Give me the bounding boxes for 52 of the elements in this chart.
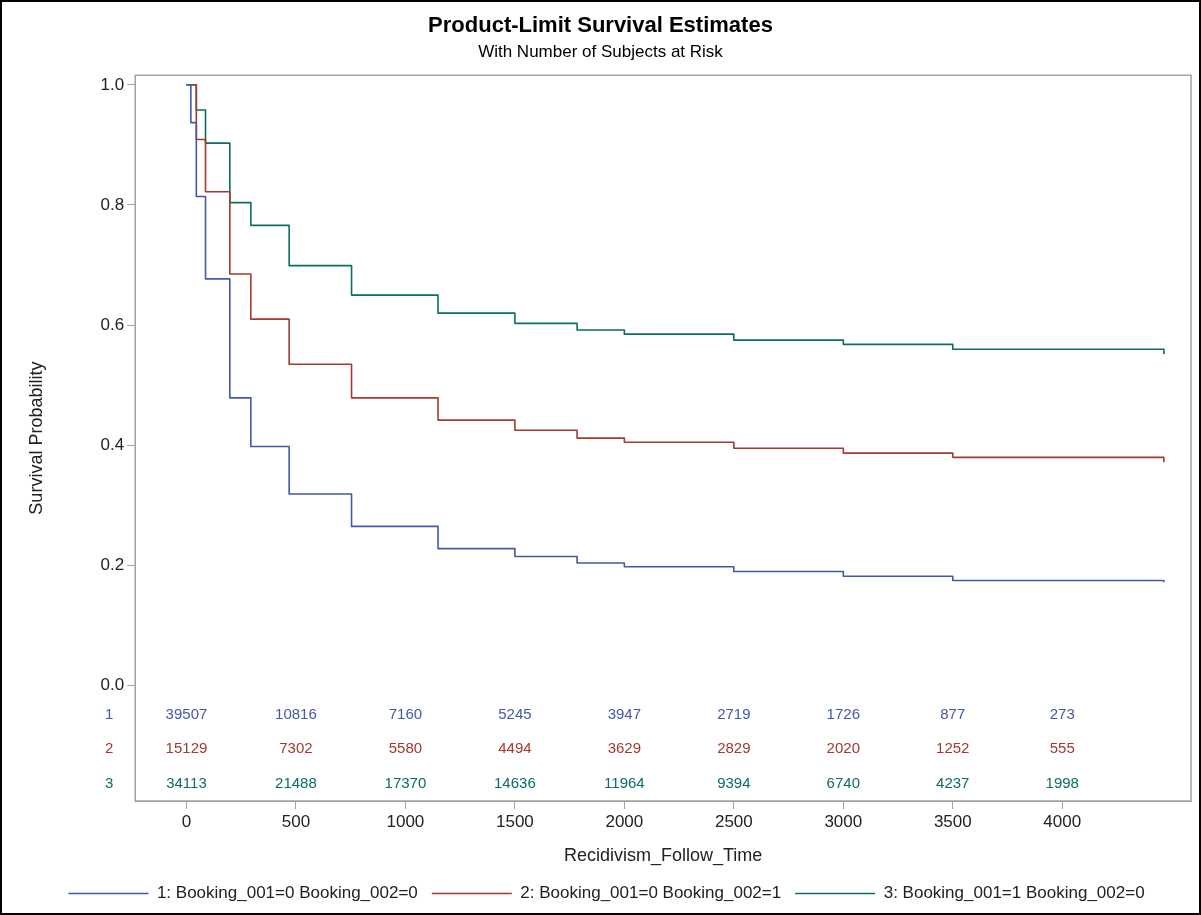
x-tick-label: 1000 <box>386 811 425 831</box>
annotation: 17370 <box>384 773 427 791</box>
text: 1 <box>105 705 114 723</box>
x-tick-label: 3000 <box>824 811 863 831</box>
text: 2 <box>105 739 114 757</box>
annotation: 1998 <box>1045 773 1079 791</box>
annotation: 10816 <box>275 705 317 723</box>
y-axis-title: Survival Probability <box>25 361 46 515</box>
x-tick-label: 500 <box>281 811 311 831</box>
legend-label: 1: Booking_001=0 Booking_002=0 <box>156 883 418 903</box>
annotation: 5245 <box>498 705 532 723</box>
annotation: 7302 <box>279 739 313 757</box>
annotation: 21488 <box>275 773 317 791</box>
text: 3 <box>105 773 114 791</box>
chart-title: Product-Limit Survival Estimates <box>427 12 774 38</box>
y-tick-label: 0.6 <box>100 314 125 334</box>
annotation: 1252 <box>936 739 970 757</box>
chart-subtitle: With Number of Subjects at Risk <box>477 42 724 62</box>
annotation: 877 <box>940 705 966 723</box>
annotation: 1726 <box>826 705 860 723</box>
annotation: 39507 <box>165 705 208 723</box>
annotation: 2020 <box>826 739 860 757</box>
x-tick-label: 1500 <box>495 811 534 831</box>
annotation: 2829 <box>717 739 751 757</box>
x-tick-label: 2500 <box>714 811 753 831</box>
annotation: 15129 <box>165 739 208 757</box>
x-tick-label: 4000 <box>1043 811 1082 831</box>
x-tick-label: 0 <box>181 811 192 831</box>
annotation: 273 <box>1049 705 1075 723</box>
annotation: 3629 <box>607 739 642 757</box>
y-tick-label: 0.0 <box>100 675 125 695</box>
y-tick-label: 0.4 <box>100 435 125 454</box>
annotation: 3947 <box>607 705 642 723</box>
annotation: 14636 <box>494 773 536 791</box>
annotation: 2719 <box>717 705 751 723</box>
legend-label: 2: Booking_001=0 Booking_002=1 <box>520 883 782 903</box>
annotation: 6740 <box>826 773 860 791</box>
annotation: 5580 <box>388 739 423 757</box>
annotation: 4494 <box>498 739 532 757</box>
y-tick-label: 1.0 <box>100 74 125 94</box>
annotation: 4237 <box>936 773 970 791</box>
y-tick-label: 0.2 <box>100 555 125 575</box>
annotation: 34113 <box>166 773 207 791</box>
x-tick-label: 3500 <box>933 811 972 831</box>
x-tick-label: 2000 <box>605 811 644 831</box>
annotation: 7160 <box>388 705 423 723</box>
annotation: 9394 <box>717 773 751 791</box>
y-tick-label: 0.8 <box>100 194 125 214</box>
annotation: 555 <box>1049 739 1075 757</box>
x-axis-title: Recidivism_Follow_Time <box>563 845 763 867</box>
legend-label: 3: Booking_001=1 Booking_002=0 <box>883 883 1145 903</box>
annotation: 11964 <box>604 773 645 791</box>
